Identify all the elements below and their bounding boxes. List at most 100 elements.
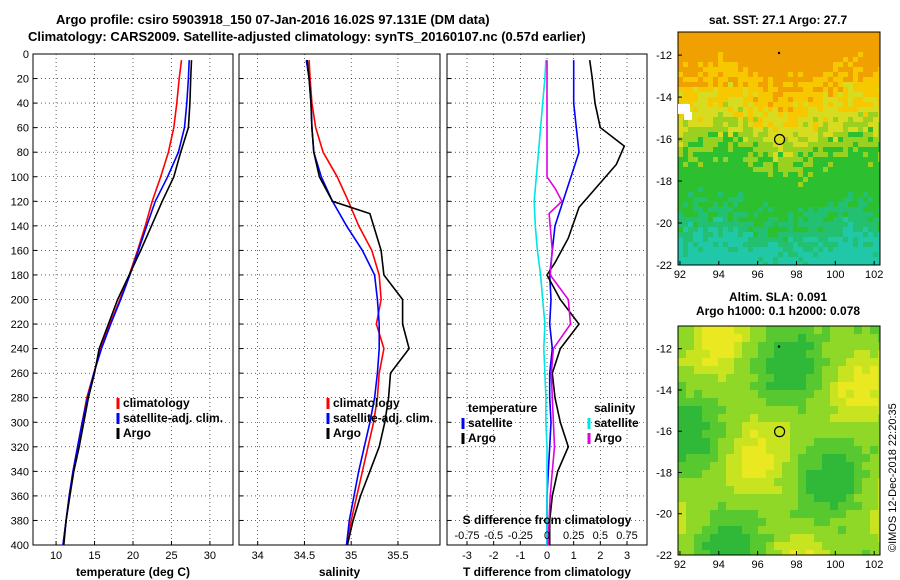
map-cell [798,162,803,167]
map-cell [783,137,788,142]
map-cell [702,486,710,494]
map-cell [783,37,788,42]
map-cell [862,326,870,334]
map-cell [858,122,863,127]
map-cell [790,486,798,494]
y-tick-label: 160 [11,245,29,257]
map-cell [862,446,870,454]
map-cell [848,62,853,67]
map-cell [683,152,688,157]
map-cell [793,97,798,102]
map-cell [818,157,823,162]
map-cell [868,237,873,242]
map-cell [848,77,853,82]
map-cell [778,207,783,212]
map-cell [868,77,873,82]
map-cell [790,414,798,422]
map-cell [868,197,873,202]
map-cell [703,182,708,187]
map-cell [853,227,858,232]
map-cell [806,454,814,462]
map-cell [734,534,742,542]
map-cell [703,102,708,107]
map-cell [713,162,718,167]
map-cell [750,446,758,454]
map-cell [693,217,698,222]
map-cell [823,147,828,152]
map-cell [698,217,703,222]
map-cell [782,350,790,358]
map-cell [698,92,703,97]
map-cell [683,242,688,247]
map-cell [843,112,848,117]
map-cell [693,147,698,152]
map-cell [783,42,788,47]
x-tick-label: 100 [826,559,844,571]
map-cell [733,212,738,217]
map-cell [748,197,753,202]
map-cell [830,446,838,454]
map-cell [788,97,793,102]
y-tick-label: -14 [656,385,672,397]
map-cell [803,212,808,217]
map-cell [718,147,723,152]
map-cell [708,192,713,197]
map-cell [862,510,870,518]
map-cell [863,157,868,162]
map-cell [713,237,718,242]
map-cell [848,132,853,137]
map-cell [788,177,793,182]
map-cell [708,237,713,242]
map-cell [758,334,766,342]
map-cell [718,342,726,350]
map-cell [766,534,774,542]
map-cell [868,87,873,92]
map-cell [803,107,808,112]
map-cell [853,82,858,87]
map-cell [703,52,708,57]
map-cell [750,334,758,342]
y-tick-label: 320 [11,442,29,454]
map-cell [698,67,703,72]
map-cell [748,132,753,137]
map-cell [853,67,858,72]
map-cell [766,446,774,454]
map-cell [853,247,858,252]
map-cell [743,227,748,232]
map-cell [758,112,763,117]
map-cell [683,127,688,132]
map-cell [723,37,728,42]
map-cell [833,132,838,137]
map-cell [843,177,848,182]
map-cell [773,262,778,265]
map-cell [853,127,858,132]
map-cell [678,87,683,92]
map-cell [838,212,843,217]
map-cell [838,334,846,342]
map-cell [798,122,803,127]
x-tick-label: 102 [865,559,883,571]
map-cell [683,252,688,257]
map-cell [718,112,723,117]
map-cell [788,247,793,252]
map-cell [738,92,743,97]
map-cell [830,398,838,406]
map-cell [878,197,880,202]
map-cell [878,182,880,187]
map-cell [683,247,688,252]
map-cell [702,334,710,342]
map-cell [838,462,846,470]
map-cell [698,122,703,127]
map-cell [743,257,748,262]
map-cell [823,102,828,107]
map-cell [718,192,723,197]
map-cell [783,132,788,137]
map-cell [854,334,862,342]
x-tick-label: 102 [865,269,883,281]
map-cell [878,257,880,262]
map-cell [678,382,686,390]
map-cell [773,247,778,252]
map-cell [694,422,702,430]
map-cell [742,510,750,518]
map-cell [828,232,833,237]
